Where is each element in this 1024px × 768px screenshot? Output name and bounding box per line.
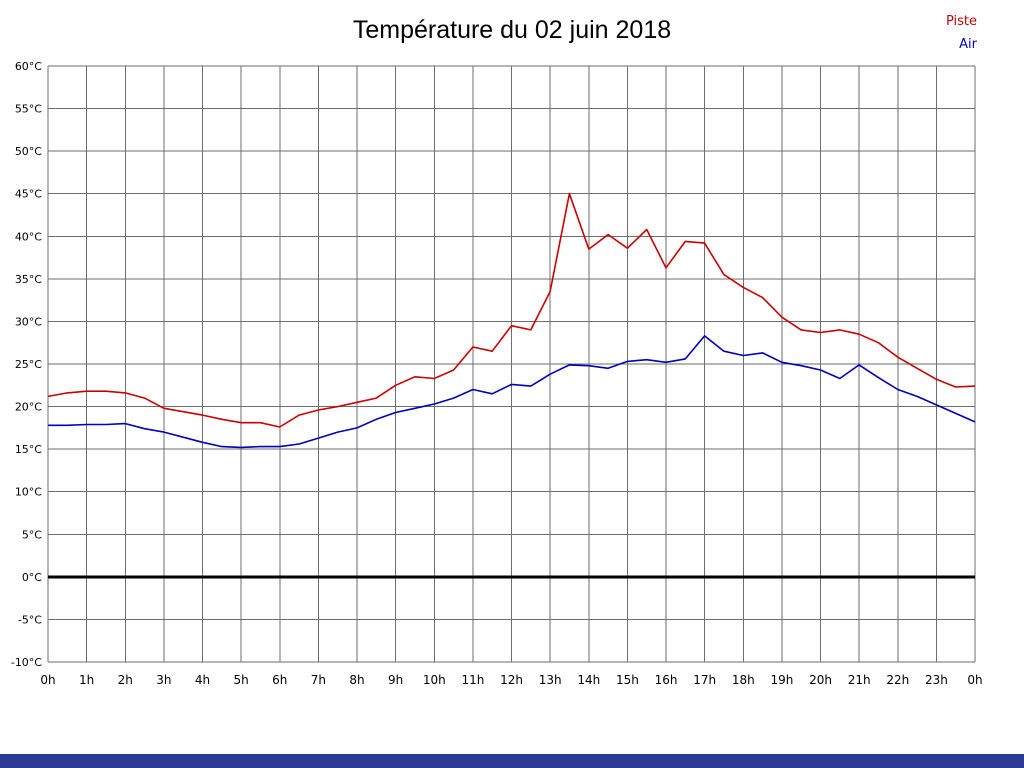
x-tick-label: 13h	[539, 673, 562, 687]
x-tick-label: 3h	[156, 673, 171, 687]
x-tick-label: 6h	[272, 673, 287, 687]
x-tick-label: 2h	[118, 673, 133, 687]
x-tick-label: 9h	[388, 673, 403, 687]
y-tick-label: 45°C	[15, 188, 42, 201]
x-tick-label: 0h	[967, 673, 982, 687]
y-tick-label: 5°C	[22, 528, 42, 541]
y-tick-label: 25°C	[15, 358, 42, 371]
x-tick-label: 21h	[848, 673, 871, 687]
x-tick-label: 19h	[770, 673, 793, 687]
y-tick-label: 50°C	[15, 145, 42, 158]
y-tick-label: 35°C	[15, 273, 42, 286]
legend-item-air: Air	[959, 37, 977, 53]
x-tick-label: 22h	[886, 673, 909, 687]
x-tick-label: 1h	[79, 673, 94, 687]
legend: Piste Air	[946, 10, 977, 57]
footer-bar	[0, 754, 1024, 768]
x-tick-label: 20h	[809, 673, 832, 687]
x-tick-label: 8h	[349, 673, 364, 687]
x-tick-label: 12h	[500, 673, 523, 687]
y-tick-label: 55°C	[15, 103, 42, 116]
x-tick-label: 10h	[423, 673, 446, 687]
x-tick-label: 11h	[461, 673, 484, 687]
x-tick-label: 14h	[577, 673, 600, 687]
y-tick-label: 20°C	[15, 401, 42, 414]
y-tick-label: 0°C	[22, 571, 42, 584]
y-tick-label: -10°C	[11, 656, 42, 669]
series-line-air	[48, 335, 976, 449]
x-tick-label: 16h	[655, 673, 678, 687]
x-tick-label: 23h	[925, 673, 948, 687]
chart-canvas: 0h 1h 2h 3h 4h 5h 6h 7h 8h 9h 10h 11h 12h 13h 14h 15h 16…	[11, 60, 983, 687]
legend-item-piste: Piste	[945, 14, 977, 29]
x-tick-label: 7h	[311, 673, 326, 687]
x-tick-label: 4h	[195, 673, 210, 687]
x-tick-label: 15h	[616, 673, 639, 687]
y-tick-label: 30°C	[15, 315, 42, 328]
y-tick-label: 40°C	[15, 230, 42, 243]
x-tick-label: 18h	[732, 673, 755, 687]
y-tick-label: 15°C	[15, 443, 42, 456]
chart-title: Température du 02 juin 2018	[352, 16, 672, 44]
x-tick-label: 17h	[693, 673, 716, 687]
series-line-piste	[47, 192, 976, 428]
y-tick-label: 60°C	[15, 60, 42, 73]
y-tick-label: 10°C	[15, 486, 42, 499]
x-tick-label: 0h	[40, 673, 55, 687]
x-tick-label: 5h	[234, 673, 249, 687]
y-tick-label: -5°C	[18, 613, 42, 626]
